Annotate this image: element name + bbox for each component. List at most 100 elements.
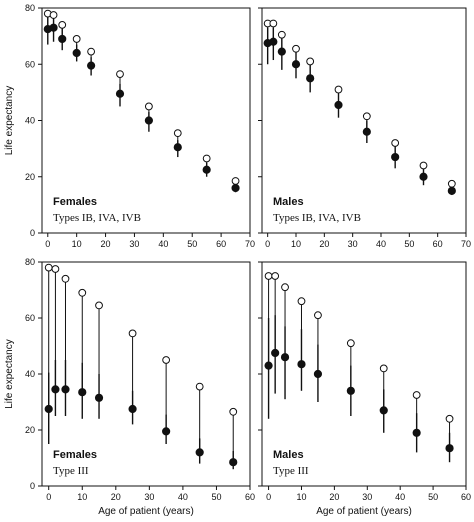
filled-point (231, 183, 240, 193)
filled-point (51, 385, 60, 394)
x-tick-label: 0 (45, 239, 50, 249)
x-tick-label: 10 (291, 239, 301, 249)
chart-panel-3: 0 10 20 30 40 50 60 0 20 40 60 80 Life expectancy Age… (4, 257, 255, 517)
filled-point (61, 385, 70, 394)
x-tick-label: 0 (265, 239, 270, 249)
x-tick-label: 50 (428, 492, 438, 502)
x-tick-label: 20 (101, 239, 111, 249)
open-point (173, 129, 182, 138)
open-point (292, 44, 300, 53)
open-point (277, 30, 286, 39)
open-point (49, 11, 58, 19)
x-tick-label: 10 (296, 492, 306, 502)
open-point (271, 272, 280, 280)
panel-subtitle: Type III (273, 465, 309, 477)
panel-subtitle: Type III (53, 465, 89, 477)
open-point (314, 311, 322, 320)
y-tick-label: 40 (25, 369, 35, 379)
open-point (72, 35, 81, 43)
filled-point (115, 89, 125, 98)
open-point (297, 297, 306, 306)
open-point (202, 154, 211, 163)
filled-point (269, 37, 278, 46)
x-axis-label: Age of patient (years) (98, 506, 194, 517)
filled-point (306, 74, 315, 83)
x-tick-label: 10 (72, 239, 82, 249)
open-point (78, 288, 87, 297)
filled-point (195, 448, 204, 457)
panel-subtitle: Types IB, IVA, IVB (53, 212, 141, 224)
open-point (58, 20, 67, 29)
panel-title: Males (273, 196, 304, 208)
filled-point (291, 60, 301, 69)
x-tick-label: 60 (245, 492, 255, 502)
x-tick-label: 70 (461, 239, 471, 249)
y-tick-label: 0 (30, 228, 35, 238)
panel-title: Females (53, 196, 97, 208)
filled-point (87, 61, 96, 70)
filled-point (271, 348, 280, 358)
open-point (346, 339, 355, 348)
x-tick-label: 60 (216, 239, 226, 249)
x-tick-label: 40 (158, 239, 168, 249)
filled-point (277, 47, 286, 56)
x-tick-label: 40 (376, 239, 386, 249)
filled-point (44, 404, 53, 414)
open-point (44, 263, 53, 272)
x-tick-label: 30 (144, 492, 154, 502)
filled-point (49, 23, 58, 32)
filled-point (362, 127, 371, 136)
x-tick-label: 30 (362, 492, 372, 502)
filled-point (412, 428, 421, 437)
filled-point (391, 152, 400, 162)
open-point (362, 112, 371, 121)
open-point (447, 179, 456, 188)
y-tick-label: 40 (25, 116, 35, 126)
filled-point (58, 34, 67, 44)
filled-point (419, 172, 428, 181)
y-tick-label: 60 (25, 59, 35, 69)
x-tick-label: 50 (211, 492, 221, 502)
chart-panel-4: 0 10 20 30 40 50 60 Age of patient (years) Males… (258, 261, 471, 517)
filled-point (379, 406, 388, 415)
filled-point (173, 143, 182, 152)
filled-point (94, 393, 104, 402)
filled-point (162, 427, 171, 436)
filled-point (229, 458, 238, 467)
open-point (51, 265, 60, 273)
x-tick-label: 30 (129, 239, 139, 249)
chart-panel-1: 0 10 20 30 40 50 60 70 0 20 40 60 80 Life expectancy F… (4, 3, 255, 249)
x-tick-label: 30 (348, 239, 358, 249)
filled-point (128, 404, 137, 414)
open-point (379, 364, 388, 373)
x-tick-label: 50 (404, 239, 414, 249)
filled-point (297, 360, 306, 369)
filled-point (72, 48, 81, 58)
open-point (334, 85, 343, 94)
filled-point (280, 353, 290, 362)
x-tick-label: 70 (245, 239, 255, 249)
open-point (419, 161, 428, 170)
x-tick-label: 50 (187, 239, 197, 249)
x-tick-label: 60 (461, 492, 471, 502)
open-point (281, 283, 289, 292)
x-tick-label: 60 (433, 239, 443, 249)
filled-point (144, 116, 153, 125)
panel-subtitle: Types IB, IVA, IVB (273, 212, 361, 224)
filled-point (445, 444, 454, 453)
filled-point (447, 186, 456, 195)
filled-point (264, 361, 273, 370)
filled-point (202, 165, 211, 174)
filled-point (78, 388, 87, 397)
y-tick-label: 60 (25, 313, 35, 323)
filled-point (313, 369, 323, 379)
chart-panel-2: 0 10 20 30 40 50 60 70 Males Types IB, IVA, IVB (258, 7, 471, 249)
open-point (95, 301, 103, 310)
filled-point (346, 386, 355, 395)
y-tick-label: 80 (25, 3, 35, 13)
open-point (231, 177, 240, 185)
open-point (195, 382, 204, 391)
open-point (306, 57, 315, 66)
y-tick-label: 0 (30, 481, 35, 491)
filled-point (334, 100, 343, 110)
